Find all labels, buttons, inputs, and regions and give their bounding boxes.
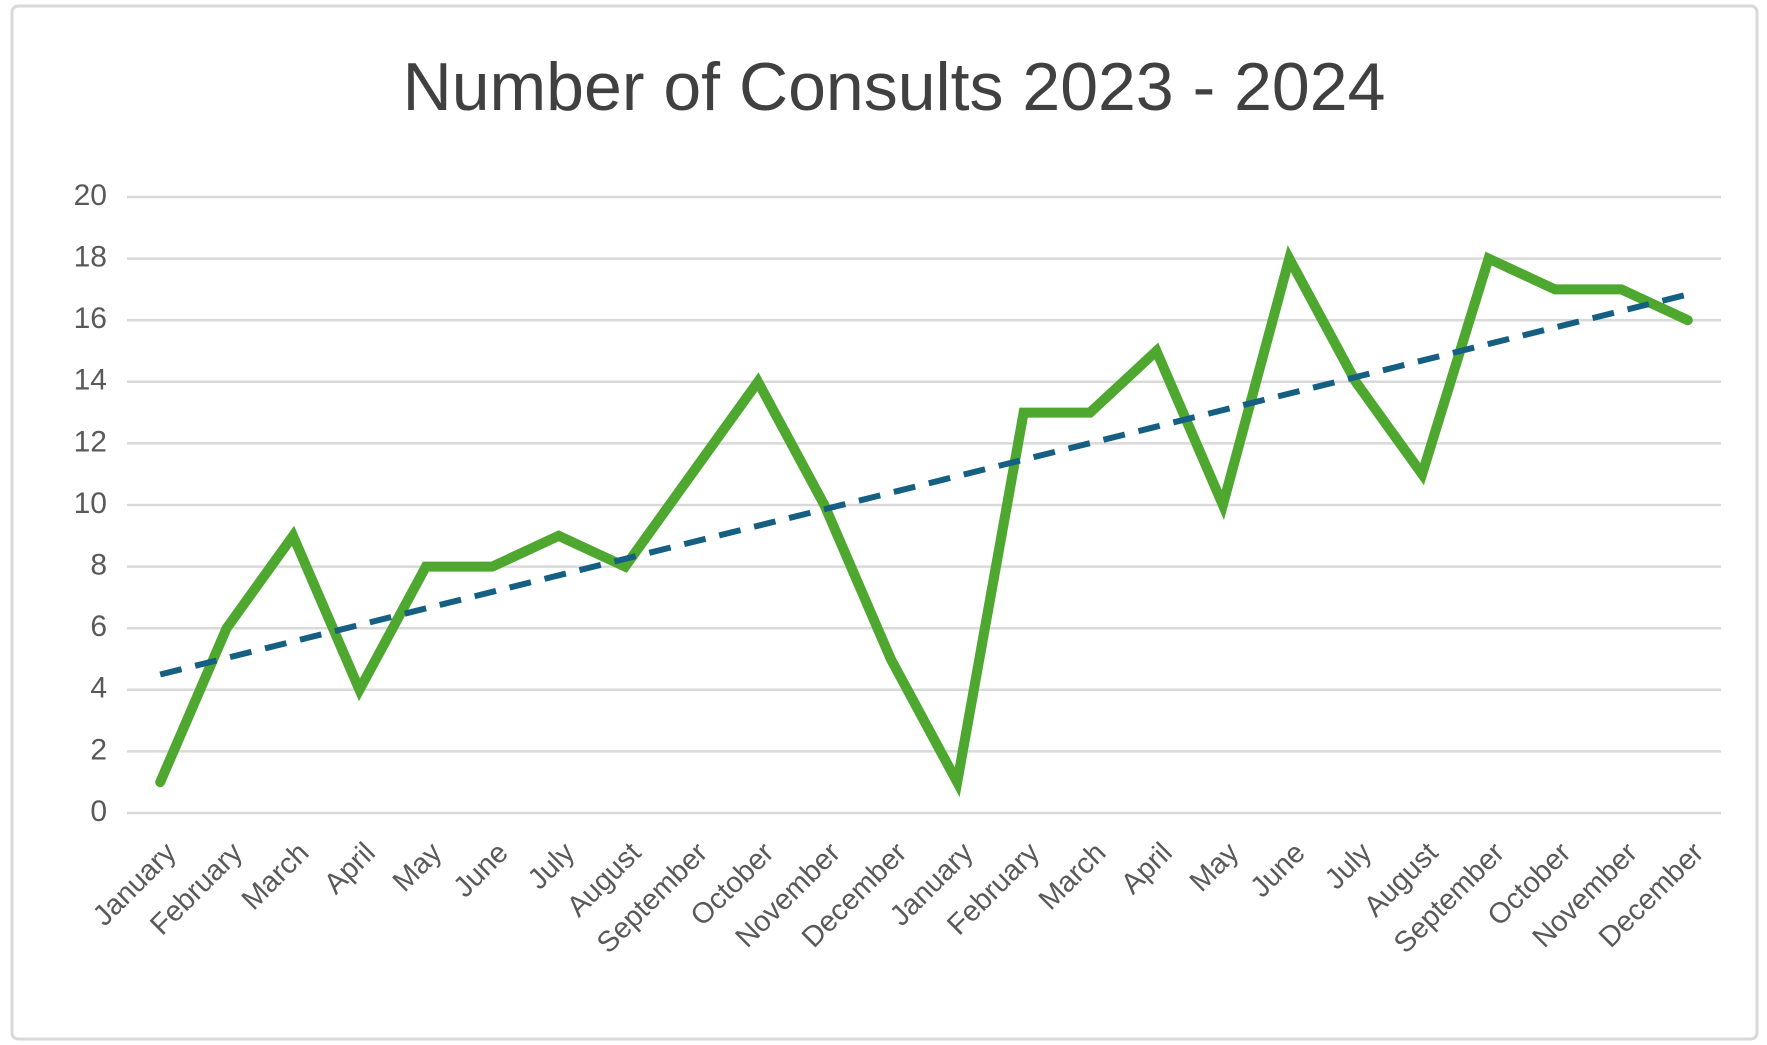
chart-title: Number of Consults 2023 - 2024 bbox=[403, 49, 1386, 125]
chart-border bbox=[10, 4, 1759, 1041]
y-tick-label: 6 bbox=[90, 610, 107, 643]
y-tick-label: 8 bbox=[90, 549, 107, 582]
y-tick-label: 20 bbox=[74, 179, 107, 212]
y-tick-label: 12 bbox=[74, 425, 107, 458]
y-tick-label: 2 bbox=[90, 733, 107, 766]
y-tick-label: 4 bbox=[90, 672, 107, 705]
y-tick-label: 18 bbox=[74, 241, 107, 274]
trendline bbox=[159, 291, 1689, 678]
y-tick-label: 14 bbox=[74, 364, 107, 397]
y-tick-label: 0 bbox=[90, 795, 107, 828]
data-line bbox=[155, 245, 1693, 798]
y-tick-label: 10 bbox=[74, 487, 107, 520]
y-tick-label: 16 bbox=[74, 302, 107, 335]
